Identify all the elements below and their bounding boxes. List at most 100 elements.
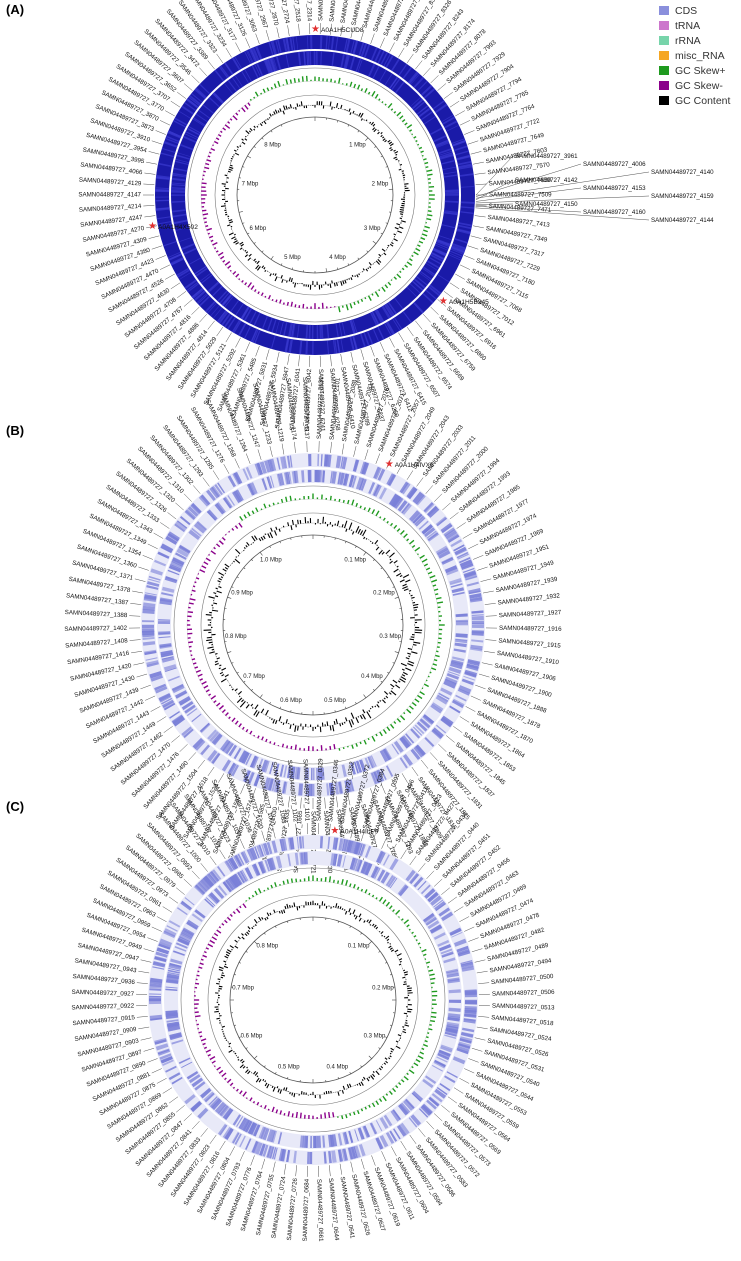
cds-feature (370, 312, 378, 326)
cds-feature (155, 207, 170, 210)
cds-feature (174, 523, 185, 533)
gc-bar (253, 258, 257, 262)
track-divider (187, 67, 443, 323)
gc-bar (403, 588, 409, 591)
cds-feature (441, 114, 454, 123)
gc-bar (282, 105, 286, 111)
skew-bar (420, 150, 424, 153)
scale-tick (349, 1072, 351, 1075)
gc-bar (218, 586, 222, 589)
skew-bar (345, 83, 348, 86)
skew-bar (420, 237, 426, 241)
cds-feature (168, 967, 181, 972)
gc-bar (365, 538, 368, 540)
cds-feature (437, 274, 450, 283)
legend-label: GC Content (675, 95, 731, 107)
cds-feature (423, 913, 435, 923)
scale-tick (243, 567, 246, 570)
skew-bar (209, 1055, 216, 1061)
cds-feature (192, 288, 205, 299)
cds-feature (320, 454, 323, 467)
skew-bar (364, 297, 367, 300)
label-connector (475, 203, 514, 205)
cds-feature (345, 38, 351, 53)
cds-feature (149, 988, 162, 991)
cds-feature (353, 858, 359, 871)
gc-bar (398, 680, 401, 683)
cds-feature (364, 863, 373, 876)
skew-bar (221, 709, 226, 714)
gc-bar (239, 1064, 244, 1069)
cds-feature (445, 530, 458, 540)
cds-feature (348, 1130, 354, 1143)
gc-bar (402, 1031, 407, 1034)
gc-bar (266, 916, 269, 920)
gc-bar (253, 125, 256, 128)
gc-bar (240, 1058, 244, 1062)
scale-label: 0.1 Mbp (348, 944, 370, 950)
gc-bar (363, 536, 366, 540)
cds-feature (216, 310, 227, 322)
cds-feature (210, 752, 221, 764)
scale-tick (247, 232, 250, 235)
cds-feature (266, 841, 273, 855)
gc-bar (396, 953, 402, 957)
cds-feature (163, 928, 177, 937)
skew-bar (205, 1049, 211, 1053)
cds-feature (415, 276, 428, 286)
cds-feature (188, 125, 201, 134)
label-connector (163, 726, 173, 733)
label-connector (219, 849, 226, 860)
gc-bar (205, 614, 212, 616)
cds-feature (142, 620, 155, 622)
gc-bar (410, 594, 413, 597)
cds-feature (173, 219, 188, 224)
gc-baseline (217, 904, 409, 1096)
cds-feature (307, 51, 310, 66)
cds-feature (243, 851, 250, 863)
cds-feature (270, 458, 277, 471)
cds-feature (262, 1127, 270, 1141)
gc-bar (251, 707, 254, 709)
cds-feature (225, 742, 234, 755)
cds-feature (421, 1104, 433, 1115)
cds-feature (352, 459, 359, 472)
cds-feature (355, 760, 363, 773)
skew-bar (364, 1106, 367, 1110)
scale-tick (347, 124, 350, 127)
cds-feature (188, 94, 202, 106)
cds-feature (374, 770, 383, 783)
skew-bar (411, 1065, 414, 1069)
scale-tick (378, 1047, 381, 1050)
gc-bar (260, 536, 264, 541)
cds-feature (158, 621, 171, 624)
skew-bar (247, 102, 251, 106)
gc-bar (380, 931, 384, 935)
cds-feature (237, 872, 245, 884)
skew-bar (415, 939, 418, 942)
cds-feature (210, 305, 220, 317)
skew-bar (409, 705, 414, 710)
skew-bar (423, 229, 428, 233)
cds-feature (309, 1151, 313, 1164)
cds-feature (410, 73, 420, 85)
cds-feature (448, 990, 461, 994)
cds-feature (218, 311, 229, 324)
label-connector (468, 1058, 479, 1063)
label-connector (467, 245, 479, 250)
cds-feature (457, 950, 471, 957)
skew-bar (202, 954, 207, 958)
skew-bar (429, 671, 432, 674)
skew-bar (229, 269, 232, 272)
skew-bar (204, 166, 210, 170)
skew-bar (436, 597, 442, 600)
label-connector (391, 1146, 397, 1157)
cds-feature (414, 516, 425, 527)
legend-label: misc_RNA (675, 50, 725, 62)
skew-bar (254, 890, 258, 896)
cds-feature (451, 245, 466, 252)
skew-bar (208, 693, 212, 697)
skew-bar (239, 905, 242, 909)
cds-feature (354, 1129, 359, 1142)
